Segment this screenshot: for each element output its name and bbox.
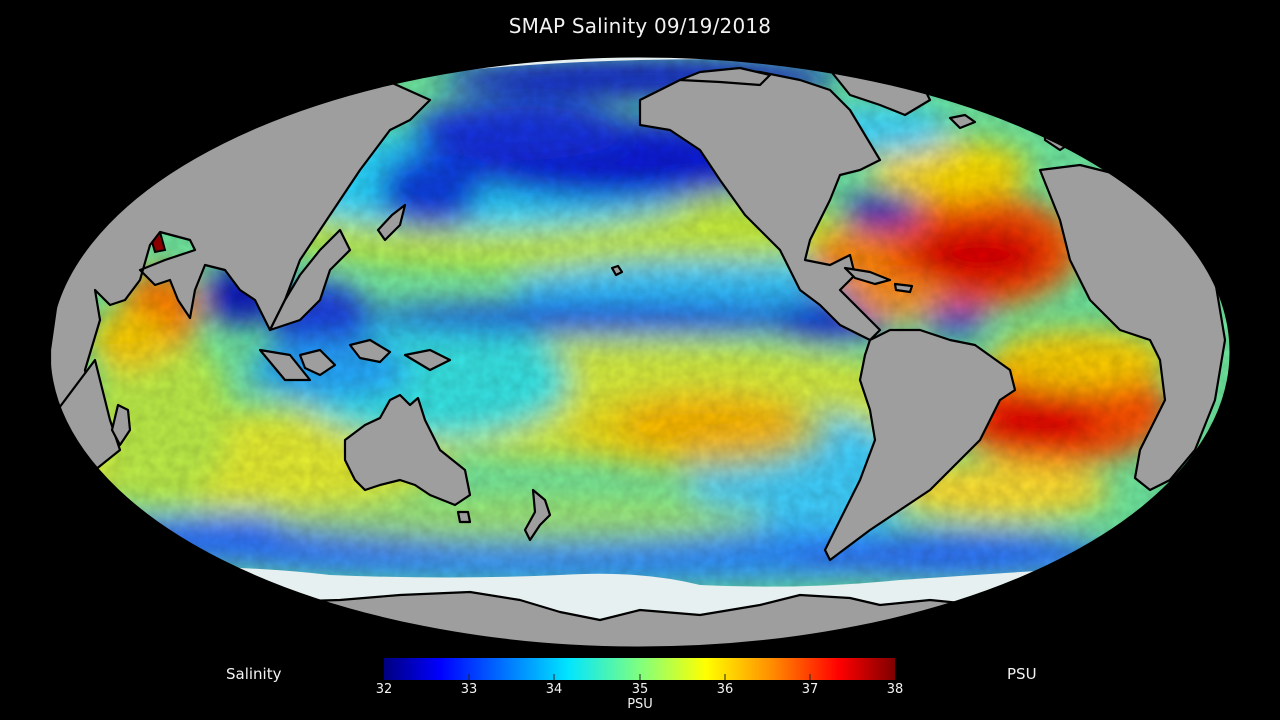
- colorbar-tick: 37: [801, 682, 819, 697]
- colorbar-unit-label: PSU: [627, 697, 653, 712]
- colorbar-tick: 32: [375, 682, 393, 697]
- colorbar-tick: 34: [545, 682, 563, 697]
- colorbar-tick: 36: [716, 682, 734, 697]
- colorbar-right-label: PSU: [1007, 665, 1037, 683]
- colorbar-left-label: Salinity: [226, 665, 282, 683]
- colorbar-tick: 38: [886, 682, 904, 697]
- map-title: SMAP Salinity 09/19/2018: [508, 14, 772, 38]
- colorbar-tick: 35: [631, 682, 649, 697]
- colorbar-ticks: 32 33 34 35 36 37 38: [376, 682, 904, 702]
- colorbar-tick: 33: [460, 682, 478, 697]
- colorbar-gradient: [384, 658, 895, 680]
